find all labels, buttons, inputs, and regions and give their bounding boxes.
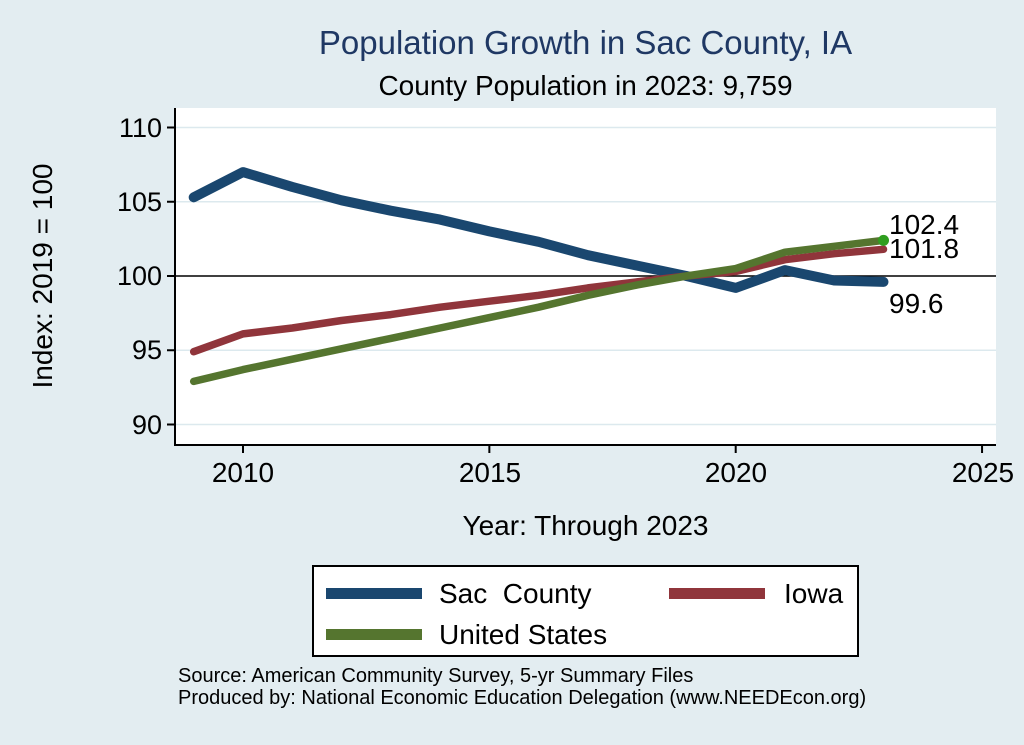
- legend-swatch-iowa: [669, 588, 765, 599]
- end-label-united-states: 102.4: [889, 209, 960, 240]
- chart-title: Population Growth in Sac County, IA: [318, 24, 853, 61]
- end-label-sac-county: 99.6: [889, 288, 944, 319]
- x-tick-label-2015: 2015: [458, 457, 522, 488]
- x-tick-label-2010: 2010: [211, 457, 275, 488]
- y-tick-label-105: 105: [116, 187, 162, 217]
- chart-subtitle: County Population in 2023: 9,759: [378, 70, 793, 101]
- source-note-line2: Produced by: National Economic Education…: [178, 687, 867, 709]
- y-axis-title: Index: 2019 = 100: [27, 163, 58, 389]
- iowa-line: [189, 245, 888, 356]
- end-label-iowa: 101.8: [889, 233, 960, 264]
- y-tick-label-90: 90: [131, 410, 162, 440]
- y-tick-label-100: 100: [116, 261, 162, 291]
- x-tick-label-2020: 2020: [704, 457, 768, 488]
- united-states-line: [189, 236, 888, 386]
- united-states-end-marker: [878, 234, 890, 246]
- x-axis-title: Year: Through 2023: [462, 510, 709, 541]
- legend: Sac County Iowa United States: [312, 565, 859, 657]
- y-tick-label-110: 110: [118, 113, 162, 143]
- legend-swatch-sac-county: [326, 588, 422, 599]
- legend-swatch-united-states: [326, 629, 422, 640]
- legend-label-iowa: Iowa: [784, 578, 844, 609]
- x-tick-label-2025: 2025: [951, 457, 1015, 488]
- sac-county-line: [188, 167, 889, 293]
- y-tick-label-95: 95: [131, 335, 162, 365]
- legend-label-united-states: United States: [439, 619, 608, 650]
- legend-label-sac-county: Sac County: [439, 578, 592, 609]
- source-note-line1: Source: American Community Survey, 5-yr …: [178, 665, 694, 687]
